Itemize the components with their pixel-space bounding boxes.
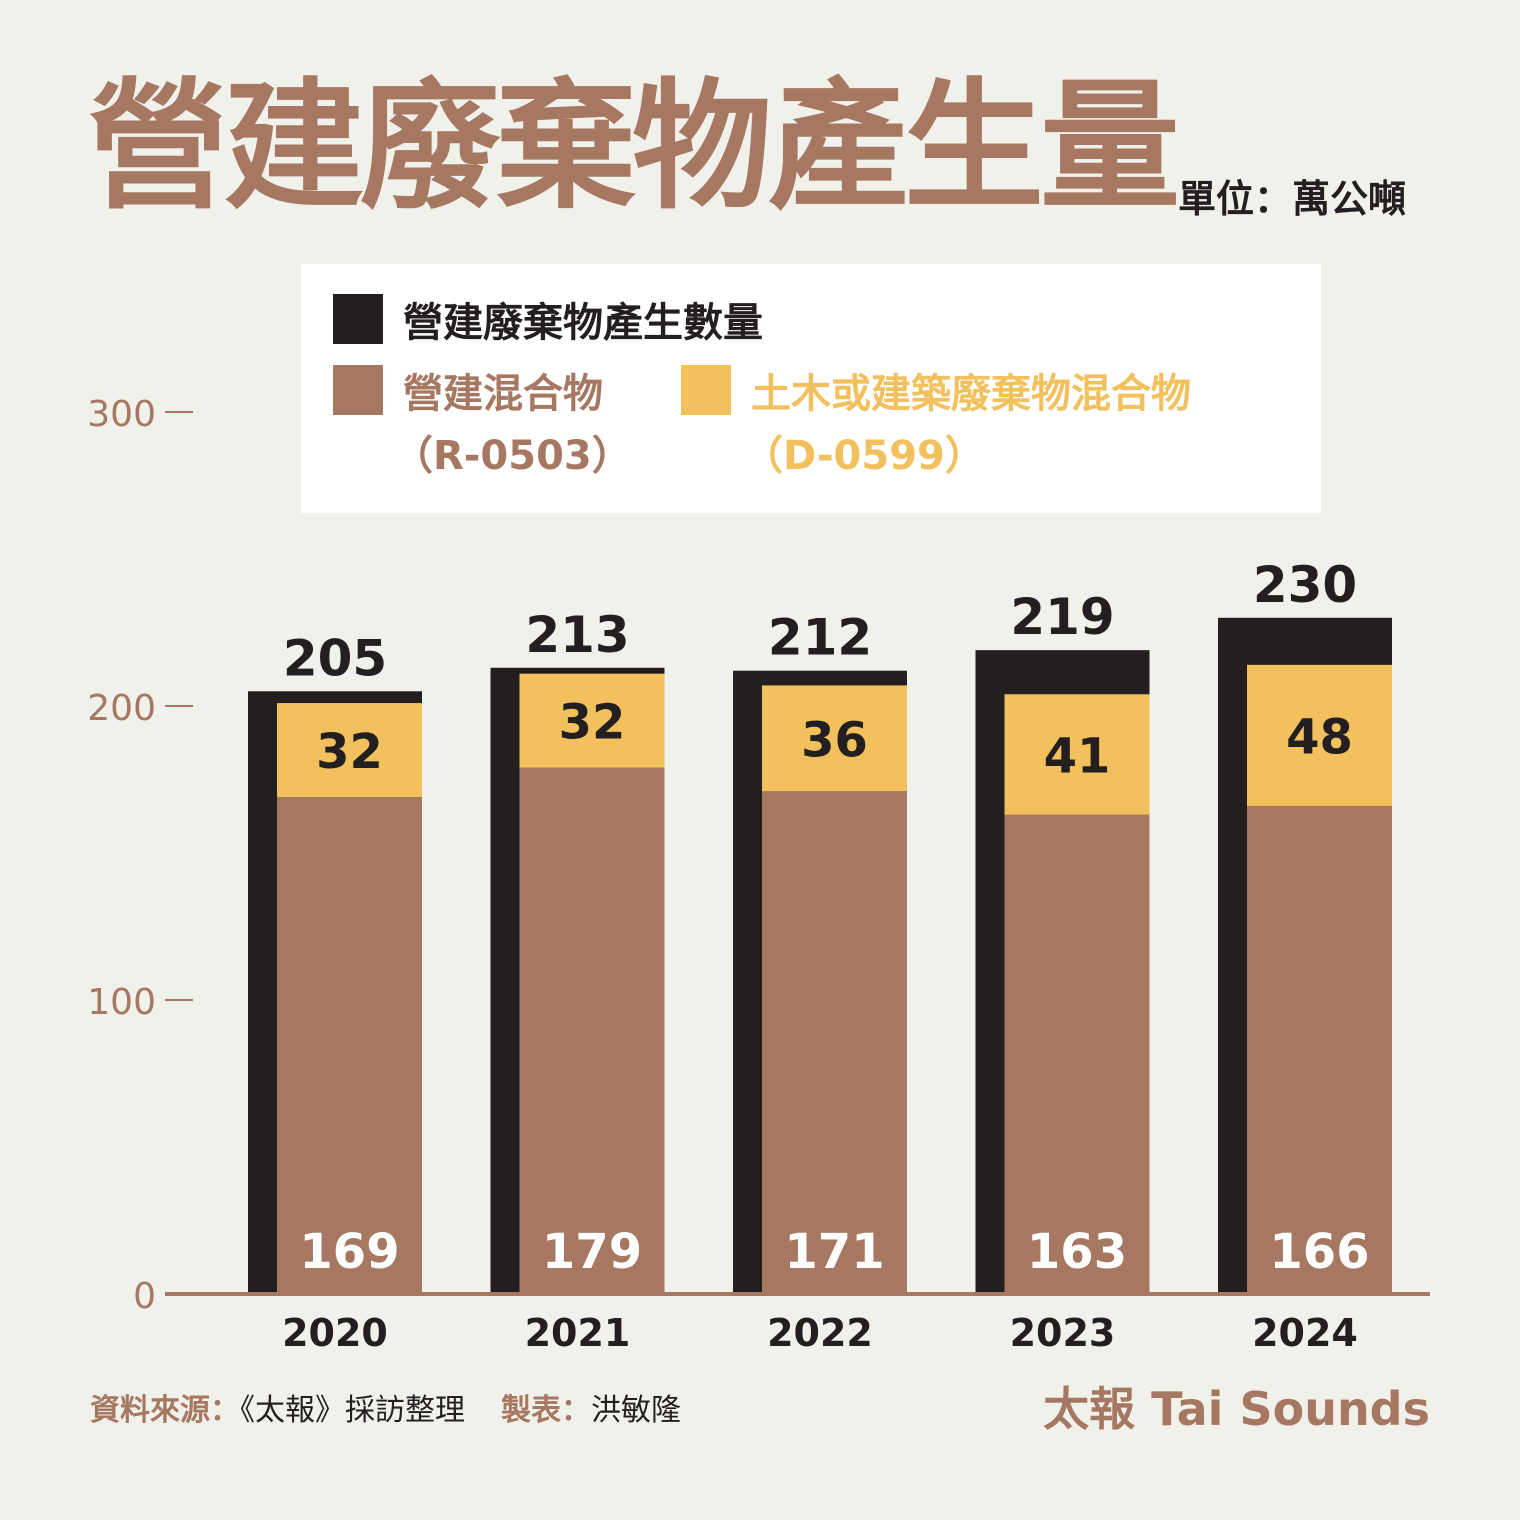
legend-label-civil: 土木或建築廢棄物混合物 [751,371,1191,417]
legend-swatch-mixed [333,365,383,415]
bar-civil [1004,694,1150,815]
legend-code-civil: （D-0599） [743,433,985,479]
bar-civil [1247,664,1392,806]
label-civil: 32 [316,724,383,780]
unit-label: 單位：萬公噸 [1178,177,1407,221]
bar-mixed [519,767,665,1294]
label-total: 219 [1010,588,1114,646]
y-tick-label: 100 [87,982,156,1023]
brand-logo-text: 太報 Tai Sounds [1043,1382,1430,1436]
label-mixed: 166 [1269,1224,1369,1280]
label-mixed: 179 [542,1224,642,1280]
label-civil: 48 [1286,709,1353,765]
bar-civil [762,685,907,792]
legend-item-mixed: 營建混合物 [333,365,603,423]
chart-title: 營建廢棄物產生量 [88,66,1180,229]
legend-item-total: 營建廢棄物產生數量 [333,294,763,352]
maker-value: 洪敏隆 [591,1393,681,1428]
label-total: 212 [768,609,872,667]
y-tick-label: 200 [87,688,156,729]
label-civil: 36 [801,712,868,768]
bar-mixed [277,797,422,1294]
legend-swatch-civil [681,365,731,415]
bar-mixed [1247,805,1392,1294]
label-total: 213 [525,606,629,664]
legend-item-civil: 土木或建築廢棄物混合物 [681,365,1191,423]
x-tick-label: 2024 [1252,1311,1358,1355]
bar-civil [277,703,422,798]
label-civil: 41 [1044,729,1111,785]
legend-label-total: 營建廢棄物產生數量 [403,300,763,346]
source-label: 資料來源： [90,1393,240,1428]
y-tick-label: 0 [133,1276,156,1317]
label-mixed: 171 [784,1224,884,1280]
legend: 營建廢棄物產生數量 營建混合物 （R-0503） 土木或建築廢棄物混合物 （D-… [301,264,1321,513]
x-tick-label: 2022 [767,1311,873,1355]
x-tick-label: 2021 [525,1311,631,1355]
y-tick-label: 300 [87,394,156,435]
x-tick-label: 2023 [1010,1311,1116,1355]
label-mixed: 169 [299,1224,399,1280]
x-tick-label: 2020 [282,1311,388,1355]
bar-mixed [1004,814,1150,1294]
label-civil: 32 [559,695,626,751]
label-mixed: 163 [1027,1224,1127,1280]
maker-label: 製表： [501,1393,591,1428]
legend-code-mixed: （R-0503） [393,433,632,479]
bar-civil [519,673,665,768]
label-total: 205 [283,629,387,687]
label-total: 230 [1253,556,1357,614]
legend-swatch-total [333,294,383,344]
bar-mixed [762,791,907,1294]
footer-credits: 資料來源：《太報》採訪整理 製表：洪敏隆 [90,1396,681,1426]
source-value: 《太報》採訪整理 [240,1393,465,1428]
legend-label-mixed: 營建混合物 [403,371,603,417]
